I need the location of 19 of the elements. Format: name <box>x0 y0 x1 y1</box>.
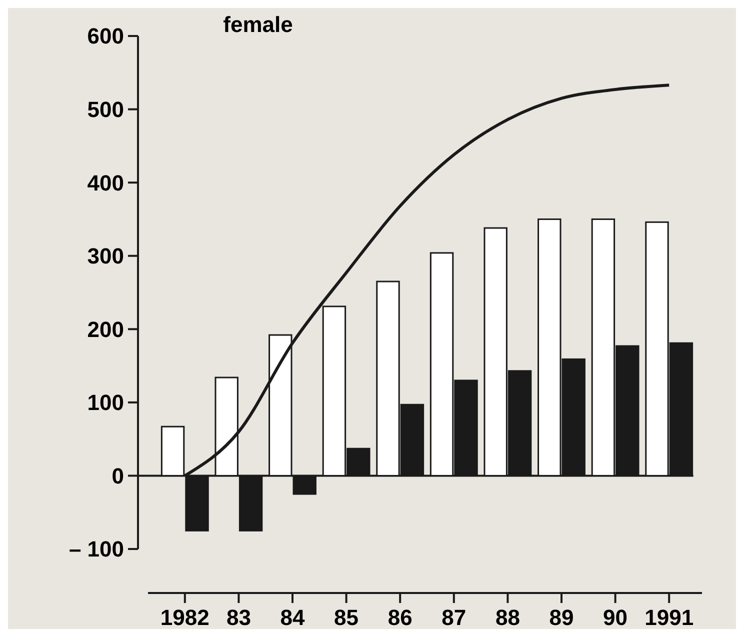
x-tick-label: 85 <box>334 605 359 630</box>
x-tick-label: 1982 <box>160 605 210 630</box>
x-tick-label: 86 <box>388 605 412 630</box>
y-tick-label: 300 <box>87 244 124 269</box>
chart-title: female <box>223 12 293 37</box>
y-tick-label: 500 <box>87 96 124 122</box>
x-tick-label: 89 <box>549 605 574 630</box>
x-tick-label: 90 <box>603 605 628 630</box>
x-tick-label: 83 <box>226 605 251 630</box>
y-tick-label: 0 <box>112 463 124 488</box>
x-tick-label: 84 <box>280 605 306 630</box>
y-tick-label: 600 <box>87 24 124 49</box>
y-tick-label: 400 <box>87 170 124 196</box>
x-tick-label: 87 <box>442 605 466 630</box>
x-tick-label: 88 <box>495 605 520 630</box>
x-tick-label: 1991 <box>644 605 694 630</box>
y-tick-label: 100 <box>87 390 124 416</box>
y-tick-label: – 100 <box>68 536 124 562</box>
y-tick-label: 200 <box>87 316 124 342</box>
